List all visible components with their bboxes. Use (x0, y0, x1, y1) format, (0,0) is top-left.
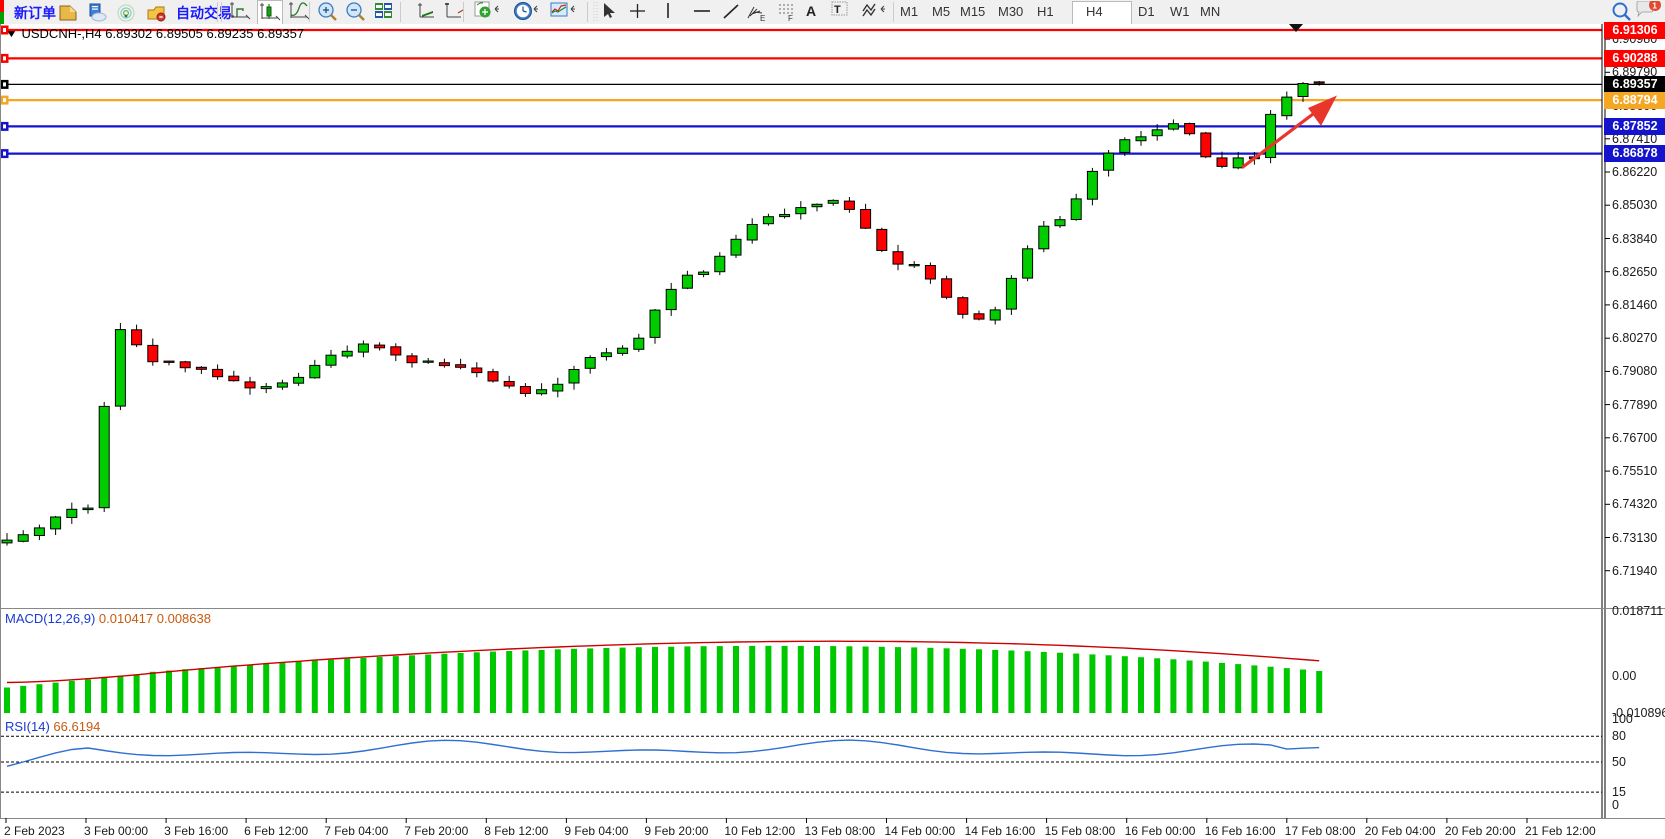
svg-text:T: T (834, 4, 841, 16)
svg-text:F: F (788, 14, 793, 23)
svg-text:1: 1 (1652, 1, 1657, 10)
svg-text:A: A (806, 3, 816, 19)
svg-text:E: E (760, 14, 765, 23)
